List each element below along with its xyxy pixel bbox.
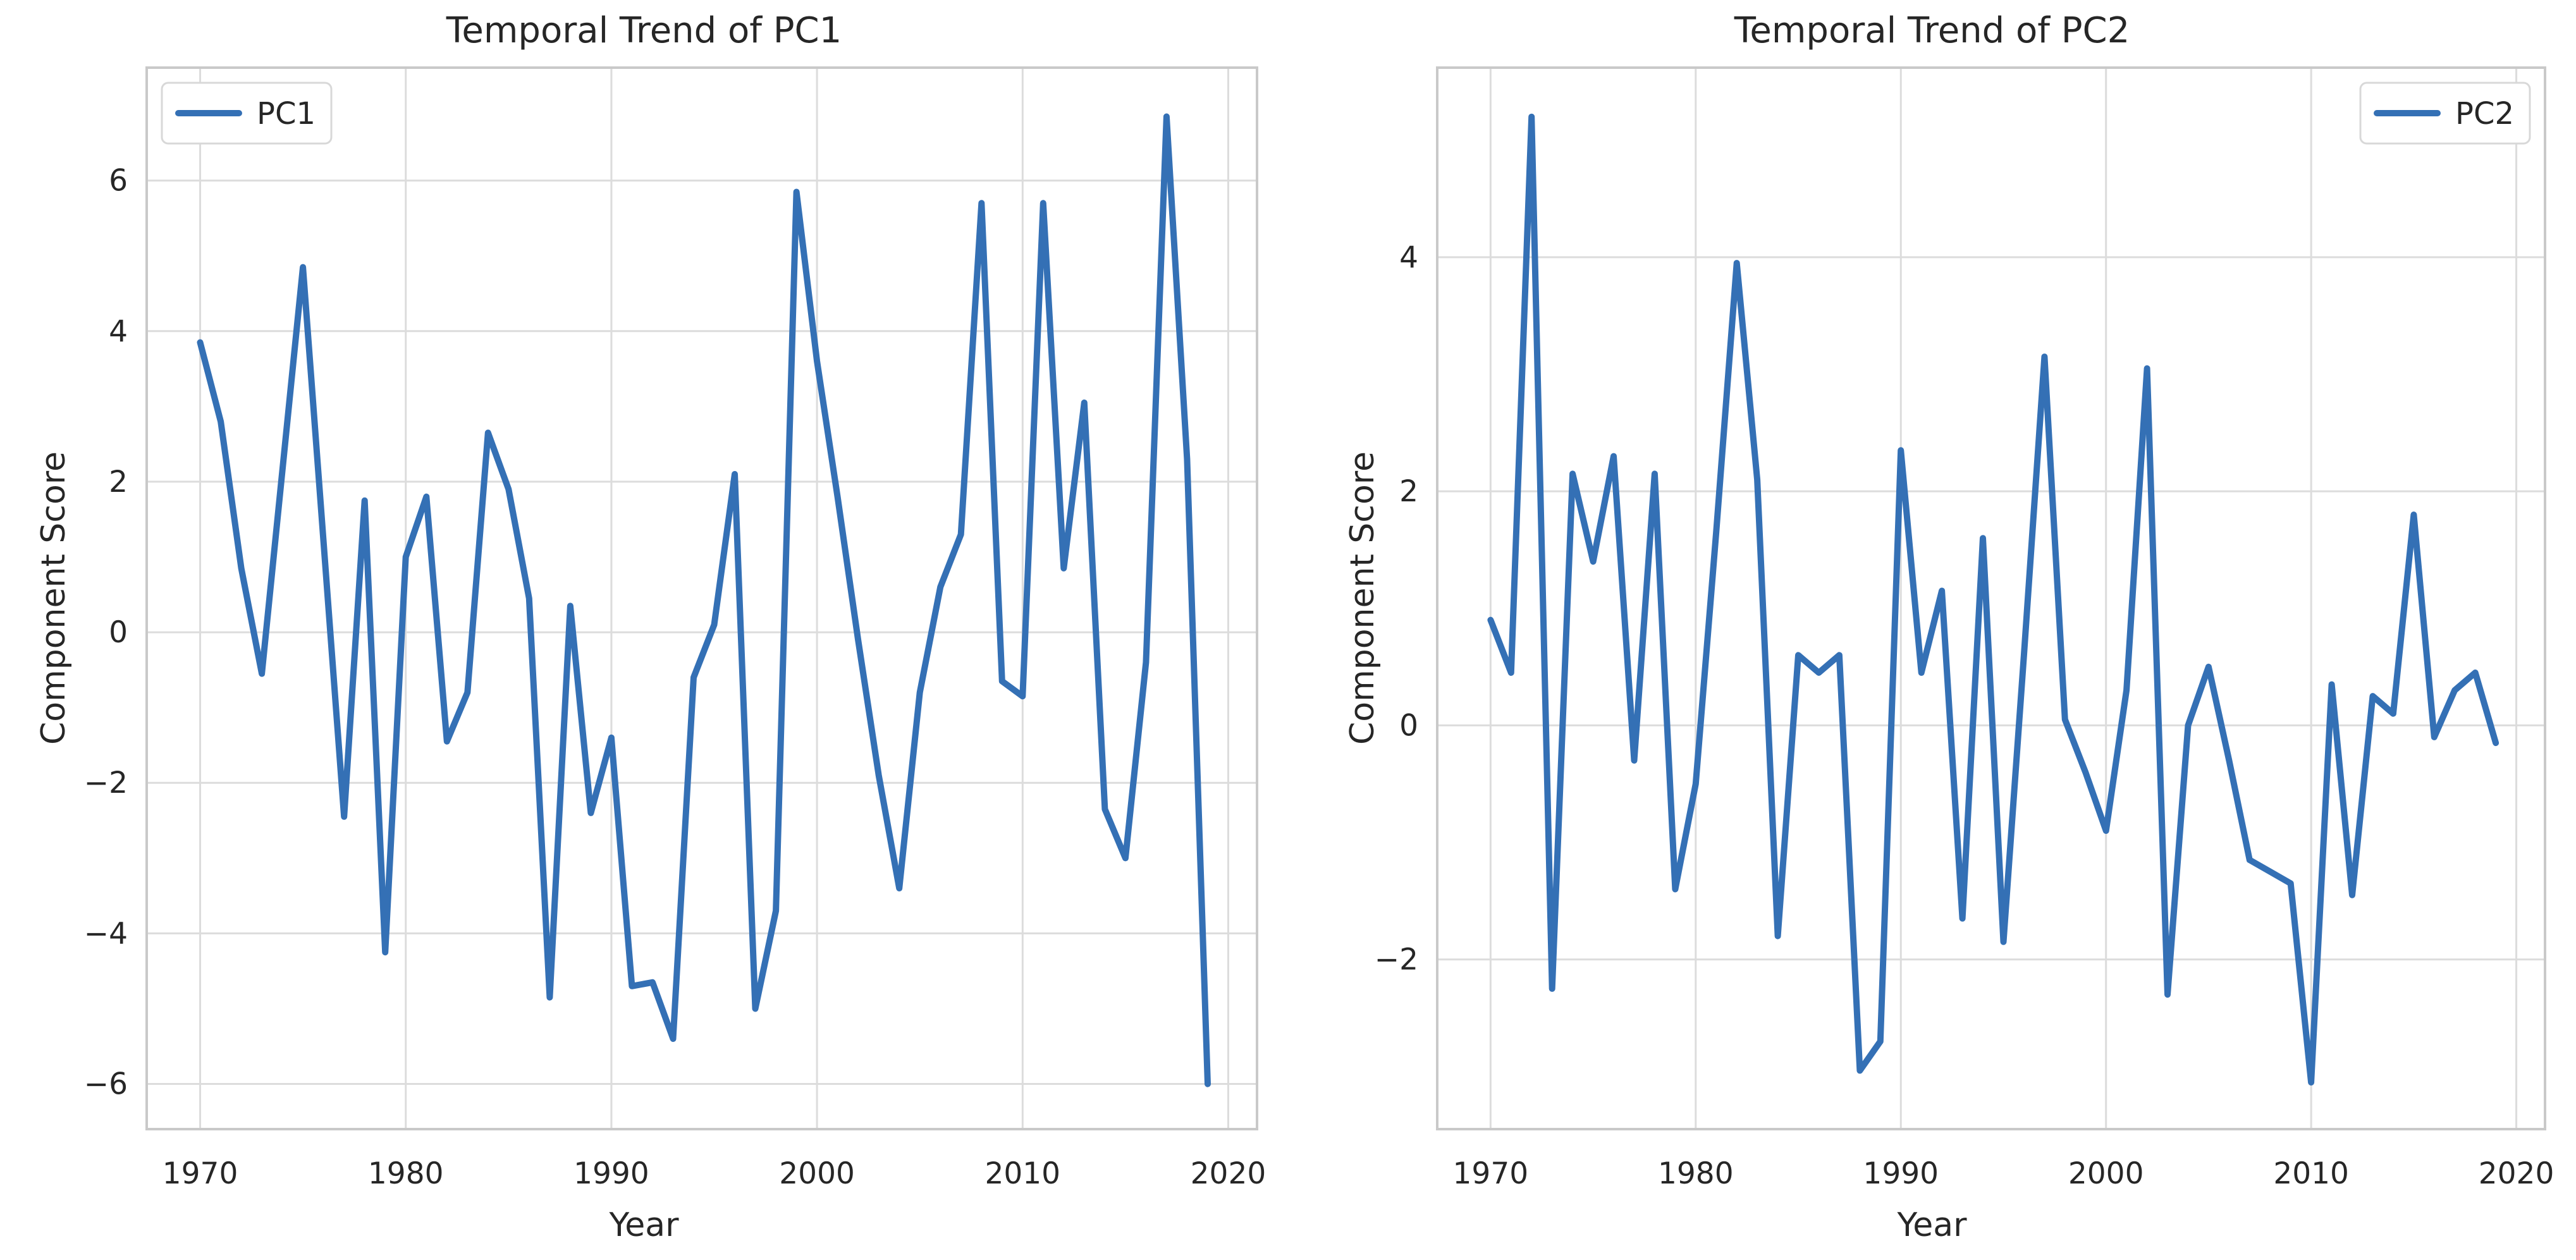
x-tick-label-1980: 1980 bbox=[368, 1156, 444, 1191]
y-tick-label-2: 2 bbox=[109, 465, 128, 499]
y-tick-label--2: −2 bbox=[84, 766, 128, 800]
x-tick-label-2020: 2020 bbox=[1191, 1156, 1267, 1191]
x-tick-label-1970: 1970 bbox=[1453, 1156, 1529, 1191]
y-tick-label--6: −6 bbox=[84, 1067, 128, 1102]
x-tick-label-2000: 2000 bbox=[779, 1156, 855, 1191]
y-tick-label-0: 0 bbox=[1399, 708, 1418, 743]
x-tick-label-1990: 1990 bbox=[1863, 1156, 1939, 1191]
legend-box bbox=[161, 82, 333, 145]
pc1-temporal-trend-chart: 1970 1980 1990 2000 2010 2020 6 4 2 0 −2 −4 −6 PC1 Te… bbox=[35, 10, 1267, 1244]
pc2-x-axis-label: Year bbox=[1897, 1206, 1967, 1244]
y-tick-label--2: −2 bbox=[1375, 943, 1418, 977]
pc1-plot-area: 1970 1980 1990 2000 2010 2020 6 4 2 0 −2 −4 −6 PC1 bbox=[84, 66, 1267, 1191]
x-tick-label-1980: 1980 bbox=[1658, 1156, 1734, 1191]
legend-label: PC2 bbox=[2455, 96, 2514, 132]
pc1-x-axis-label: Year bbox=[609, 1206, 679, 1244]
pc1-series-line bbox=[197, 113, 1211, 1087]
x-tick-label-2010: 2010 bbox=[2273, 1156, 2349, 1191]
pc1-y-axis-label: Component Score bbox=[35, 451, 73, 745]
x-tick-label-1970: 1970 bbox=[163, 1156, 238, 1191]
pc1-chart-title: Temporal Trend of PC1 bbox=[446, 10, 842, 51]
y-tick-label-0: 0 bbox=[109, 615, 128, 650]
y-tick-label-4: 4 bbox=[109, 314, 128, 349]
y-tick-label-6: 6 bbox=[109, 164, 128, 199]
y-tick-label-4: 4 bbox=[1399, 240, 1418, 275]
pc2-plot-area: 1970 1980 1990 2000 2010 2020 4 2 0 −2 PC2 bbox=[1375, 66, 2555, 1191]
x-tick-label-2020: 2020 bbox=[2479, 1156, 2555, 1191]
y-tick-label-2: 2 bbox=[1399, 474, 1418, 509]
legend-box bbox=[2359, 82, 2531, 145]
legend-label: PC1 bbox=[257, 96, 316, 132]
x-tick-label-2000: 2000 bbox=[2068, 1156, 2144, 1191]
x-tick-label-1990: 1990 bbox=[573, 1156, 649, 1191]
plot-border bbox=[145, 66, 1258, 1130]
x-tick-label-2010: 2010 bbox=[984, 1156, 1060, 1191]
y-tick-label--4: −4 bbox=[84, 916, 128, 951]
pc2-chart-title: Temporal Trend of PC2 bbox=[1734, 10, 2130, 51]
pc2-temporal-trend-chart: 1970 1980 1990 2000 2010 2020 4 2 0 −2 PC2 Tempora… bbox=[1288, 0, 2576, 1260]
pc2-y-axis-label: Component Score bbox=[1344, 451, 1382, 745]
pc2-series-line bbox=[1487, 113, 2499, 1086]
plot-border bbox=[1436, 66, 2546, 1130]
